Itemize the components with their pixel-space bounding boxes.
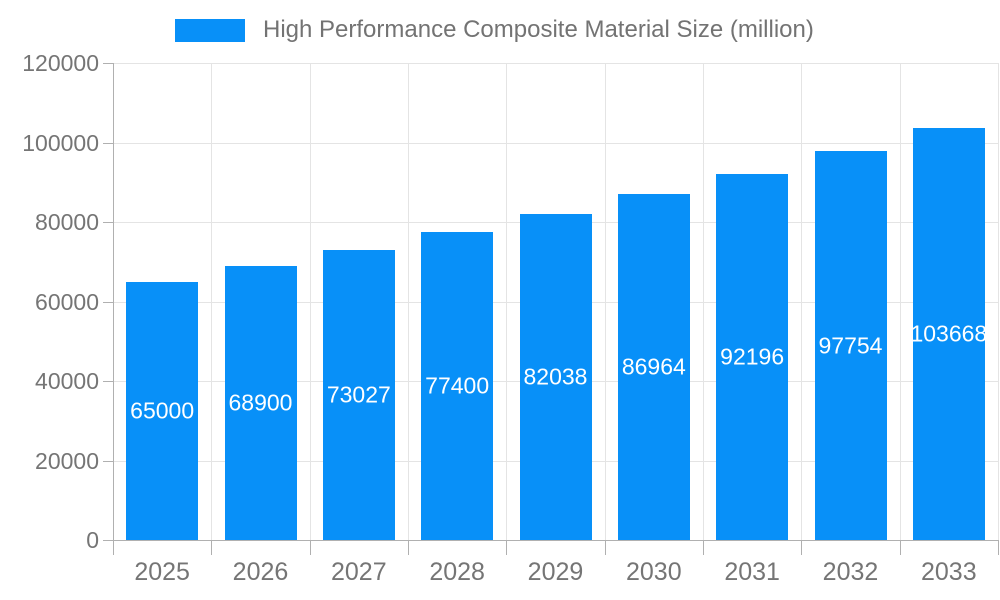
y-axis-tick <box>103 63 113 64</box>
x-axis-tick <box>309 540 311 555</box>
x-axis-tick-label: 2026 <box>232 558 289 586</box>
bar-2030[interactable]: 86964 <box>617 194 690 540</box>
x-gridline <box>211 63 213 540</box>
x-gridline <box>604 63 606 540</box>
bar-2033[interactable]: 103668 <box>910 127 988 540</box>
y-axis-tick <box>103 381 113 382</box>
x-axis-tick <box>211 540 213 555</box>
x-axis-tick-label: 2027 <box>331 558 387 586</box>
bar-value-label: 92196 <box>720 343 785 370</box>
y-axis-tick-label: 60000 <box>35 288 99 315</box>
y-gridline <box>113 142 998 144</box>
bar-value-label: 97754 <box>818 332 883 359</box>
x-gridline <box>899 63 901 540</box>
x-axis-tick <box>604 540 606 555</box>
x-axis-tick-label: 2029 <box>527 558 584 586</box>
x-axis-tick-label: 2028 <box>429 558 485 586</box>
y-axis-tick-label: 20000 <box>35 447 99 474</box>
bar-2025[interactable]: 65000 <box>126 281 199 540</box>
chart-legend[interactable]: High Performance Composite Material Size… <box>175 16 814 44</box>
x-axis-tick <box>998 540 999 555</box>
y-axis-tick <box>103 460 113 462</box>
y-axis-tick-label: 40000 <box>35 368 99 394</box>
x-axis-tick-label: 2025 <box>134 558 190 586</box>
legend-label: High Performance Composite Material Size… <box>263 16 814 43</box>
y-axis-tick-label: 80000 <box>35 209 99 235</box>
bar-value-label: 65000 <box>130 397 195 424</box>
x-axis-tick <box>801 540 803 555</box>
bar-2029[interactable]: 82038 <box>519 213 592 540</box>
bar-value-label: 73027 <box>326 381 391 408</box>
bar-value-label: 68900 <box>228 389 293 416</box>
x-gridline <box>506 63 508 540</box>
x-axis-tick <box>703 540 704 555</box>
y-axis-tick <box>103 540 113 541</box>
x-axis-line <box>113 540 998 541</box>
x-axis-tick <box>899 540 901 555</box>
bar-2032[interactable]: 97754 <box>814 151 887 540</box>
legend-swatch <box>175 18 245 42</box>
bar-2027[interactable]: 73027 <box>322 249 395 540</box>
x-gridline <box>408 63 409 540</box>
bar-2026[interactable]: 68900 <box>224 266 297 540</box>
x-axis-tick-label: 2031 <box>724 558 780 586</box>
x-axis-tick-label: 2033 <box>921 558 977 586</box>
bar-value-label: 77400 <box>425 372 490 399</box>
x-axis-tick <box>113 540 114 555</box>
y-axis-tick <box>103 142 113 144</box>
bar-value-label: 103668 <box>910 320 988 347</box>
bar-value-label: 82038 <box>523 363 588 390</box>
y-axis-tick <box>103 301 113 303</box>
x-axis-tick-label: 2030 <box>626 558 682 586</box>
x-axis-tick <box>408 540 409 555</box>
x-gridline <box>309 63 311 540</box>
x-gridline <box>703 63 704 540</box>
y-gridline <box>113 63 998 64</box>
y-axis-line <box>113 63 114 540</box>
bar-value-label: 86964 <box>621 353 686 380</box>
bar-2031[interactable]: 92196 <box>716 173 789 540</box>
y-axis-tick <box>103 222 113 223</box>
x-gridline <box>801 63 803 540</box>
x-axis-tick-label: 2032 <box>822 558 879 586</box>
y-axis-tick-label: 0 <box>86 527 99 553</box>
y-axis-tick-label: 100000 <box>22 129 99 156</box>
y-axis-tick-label: 120000 <box>22 50 99 76</box>
bar-2028[interactable]: 77400 <box>421 232 494 540</box>
x-gridline <box>998 63 999 540</box>
x-axis-tick <box>506 540 508 555</box>
